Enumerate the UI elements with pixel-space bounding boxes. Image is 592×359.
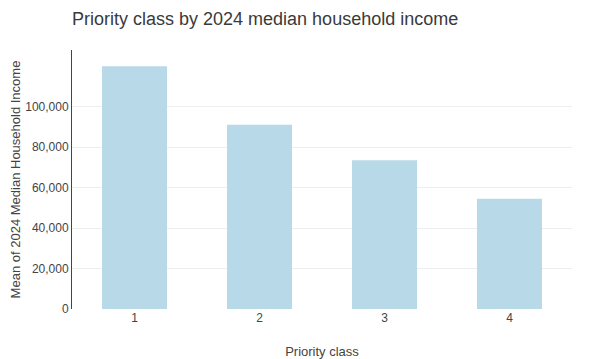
svg-text:0: 0 [62,302,69,316]
svg-text:Priority class by 2024 median: Priority class by 2024 median household … [72,9,458,29]
svg-text:2: 2 [256,311,263,325]
svg-text:4: 4 [506,311,513,325]
svg-text:40,000: 40,000 [32,221,69,235]
svg-text:100,000: 100,000 [25,100,69,114]
svg-text:80,000: 80,000 [32,140,69,154]
svg-text:3: 3 [381,311,388,325]
svg-text:Priority class: Priority class [285,344,359,359]
svg-text:60,000: 60,000 [32,181,69,195]
svg-text:Mean of 2024 Median Household: Mean of 2024 Median Household Income [8,61,23,299]
svg-text:1: 1 [131,311,138,325]
svg-text:20,000: 20,000 [32,262,69,276]
